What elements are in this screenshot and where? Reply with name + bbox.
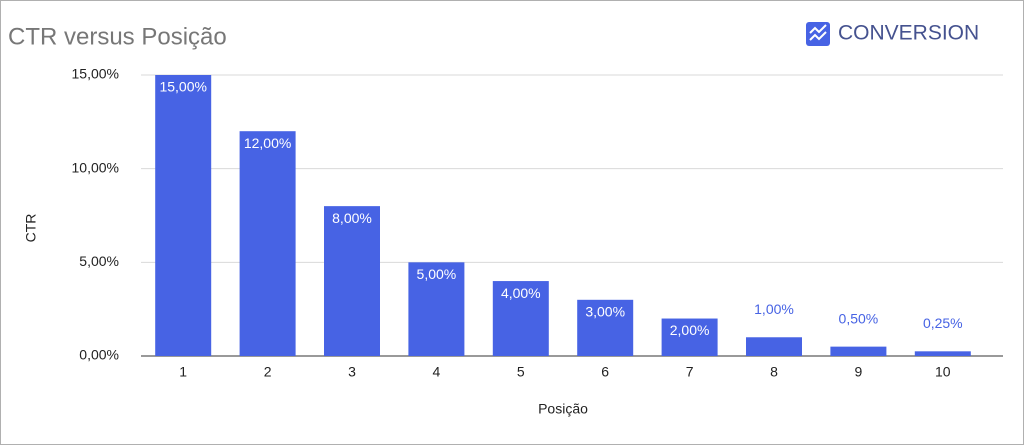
bar bbox=[914, 351, 971, 356]
x-tick-label: 3 bbox=[348, 364, 356, 380]
value-label: 2,00% bbox=[670, 322, 710, 338]
x-tick-label: 9 bbox=[855, 364, 863, 380]
value-label: 15,00% bbox=[159, 79, 206, 95]
bar bbox=[661, 318, 718, 356]
value-label: 3,00% bbox=[585, 304, 625, 320]
brand-name: CONVERSION bbox=[838, 22, 979, 45]
x-tick-label: 1 bbox=[179, 364, 187, 380]
bar bbox=[324, 206, 380, 356]
value-label: 0,25% bbox=[923, 315, 963, 331]
brand-logo: CONVERSION bbox=[806, 22, 979, 46]
brand-icon-lines bbox=[809, 24, 827, 41]
bar bbox=[155, 75, 212, 356]
value-label: 12,00% bbox=[244, 135, 291, 151]
value-label: 0,50% bbox=[839, 310, 879, 326]
chart-title: CTR versus Posição bbox=[8, 23, 227, 50]
value-label: 4,00% bbox=[501, 285, 541, 301]
y-tick-label: 10,00% bbox=[72, 159, 119, 175]
bar bbox=[830, 346, 887, 356]
value-label: 1,00% bbox=[754, 301, 794, 317]
y-tick-label: 15,00% bbox=[72, 66, 119, 82]
y-tick-label: 0,00% bbox=[79, 347, 119, 363]
x-axis-title: Posição bbox=[538, 401, 588, 417]
bar bbox=[746, 337, 802, 356]
x-tick-label: 2 bbox=[264, 364, 272, 380]
value-label: 5,00% bbox=[417, 266, 457, 282]
x-tick-label: 8 bbox=[770, 364, 778, 380]
bar bbox=[239, 131, 296, 356]
x-tick-label: 5 bbox=[517, 364, 525, 380]
x-tick-label: 6 bbox=[601, 364, 609, 380]
y-axis-title: CTR bbox=[23, 214, 39, 243]
x-tick-label: 7 bbox=[686, 364, 694, 380]
bar bbox=[408, 262, 465, 356]
x-tick-label: 10 bbox=[935, 364, 951, 380]
x-tick-label: 4 bbox=[433, 364, 441, 380]
y-tick-label: 5,00% bbox=[79, 253, 119, 269]
value-label: 8,00% bbox=[332, 210, 372, 226]
bar bbox=[492, 281, 549, 356]
bar bbox=[577, 299, 634, 356]
